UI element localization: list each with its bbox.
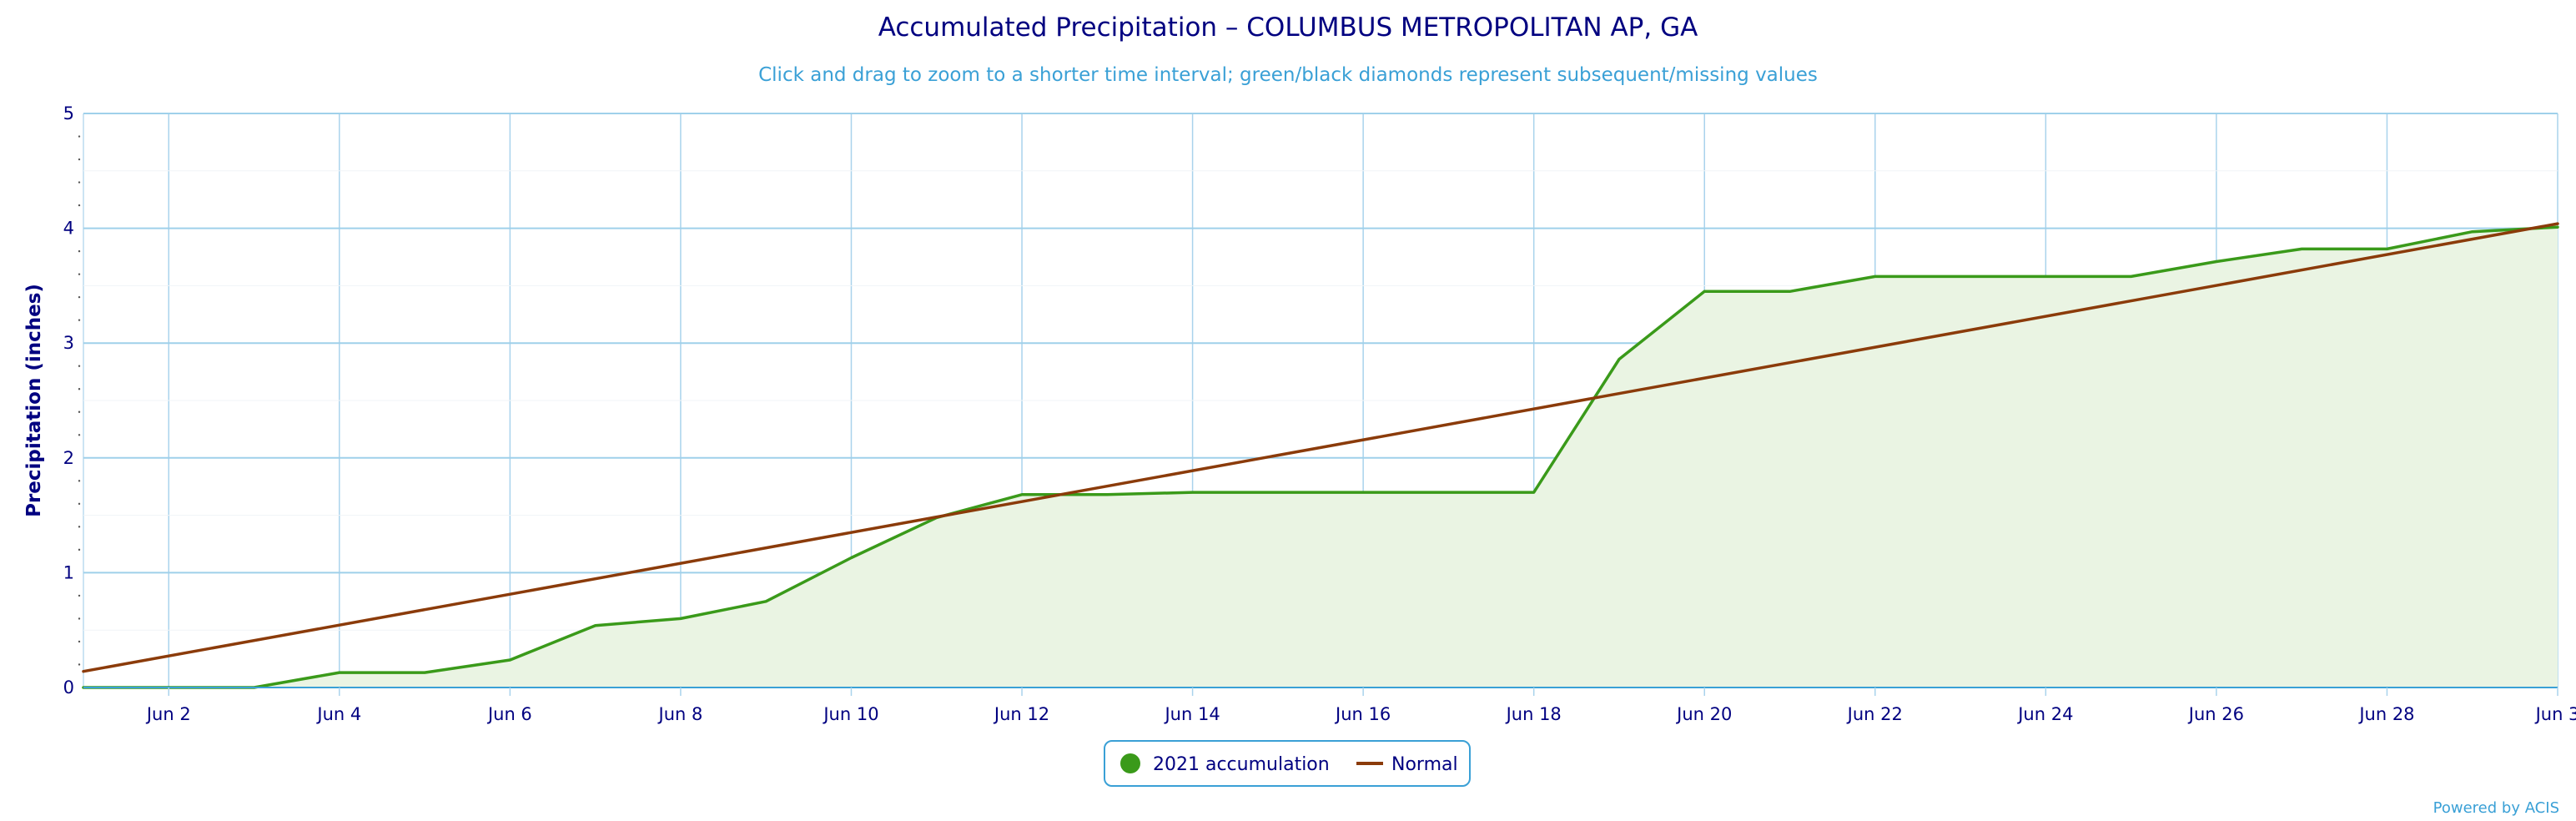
data-point-2021-accumulation[interactable] bbox=[761, 597, 771, 607]
data-point-normal[interactable] bbox=[2553, 219, 2563, 229]
x-tick-label: Jun 18 bbox=[1505, 704, 1562, 724]
y-minor-tick bbox=[78, 181, 81, 184]
x-tick-label: Jun 14 bbox=[1163, 704, 1220, 724]
data-point-2021-accumulation[interactable] bbox=[1699, 286, 1709, 296]
data-point-2021-accumulation[interactable] bbox=[2297, 244, 2307, 254]
y-minor-tick bbox=[78, 388, 81, 390]
x-tick-label: Jun 26 bbox=[2187, 704, 2244, 724]
data-point-2021-accumulation[interactable] bbox=[1358, 487, 1368, 497]
x-tick-label: Jun 22 bbox=[1846, 704, 1903, 724]
x-tick-label: Jun 3 bbox=[2534, 704, 2576, 724]
y-minor-tick bbox=[78, 135, 81, 138]
y-minor-tick bbox=[78, 594, 81, 597]
x-tick-label: Jun 24 bbox=[2016, 704, 2073, 724]
data-point-2021-accumulation[interactable] bbox=[2468, 227, 2478, 237]
data-point-2021-accumulation[interactable] bbox=[335, 667, 345, 677]
y-minor-tick bbox=[78, 319, 81, 321]
data-point-2021-accumulation[interactable] bbox=[676, 613, 686, 623]
y-tick-label: 5 bbox=[63, 103, 74, 123]
data-point-2021-accumulation[interactable] bbox=[1188, 487, 1198, 497]
chart-subtitle: Click and drag to zoom to a shorter time… bbox=[758, 64, 1818, 86]
y-axis-ticks: 0 1 2 3 4 5 bbox=[63, 103, 74, 698]
series-line-normal[interactable] bbox=[82, 222, 2559, 673]
data-point-normal[interactable] bbox=[78, 667, 88, 677]
data-point-2021-accumulation[interactable] bbox=[1785, 286, 1795, 296]
x-tick-label: Jun 28 bbox=[2357, 704, 2414, 724]
area-fill-2021-accumulation bbox=[83, 227, 2558, 688]
y-minor-tick bbox=[78, 480, 81, 482]
minor-ticks bbox=[78, 135, 81, 666]
data-point-2021-accumulation[interactable] bbox=[1955, 271, 1965, 281]
data-point-2021-accumulation[interactable] bbox=[846, 553, 856, 563]
series-line-2021-accumulation[interactable] bbox=[82, 225, 2559, 689]
x-tick-label: Jun 4 bbox=[315, 704, 361, 724]
data-point-2021-accumulation[interactable] bbox=[505, 655, 515, 665]
data-point-2021-accumulation[interactable] bbox=[1614, 354, 1624, 364]
chart-title: Accumulated Precipitation – COLUMBUS MET… bbox=[878, 13, 1698, 43]
data-point-2021-accumulation[interactable] bbox=[1870, 271, 1880, 281]
y-tick-label: 4 bbox=[63, 219, 74, 239]
y-minor-tick bbox=[78, 434, 81, 436]
y-minor-tick bbox=[78, 204, 81, 207]
data-point-2021-accumulation[interactable] bbox=[591, 621, 601, 631]
legend-label-normal[interactable]: Normal bbox=[1391, 754, 1458, 775]
y-minor-tick bbox=[78, 617, 81, 620]
y-tick-label: 2 bbox=[63, 448, 74, 468]
x-tick-label: Jun 8 bbox=[657, 704, 703, 724]
x-axis-ticks: Jun 2 Jun 4 Jun 6 Jun 8 Jun 10 Jun 12 Jun 14 Ju… bbox=[145, 688, 2576, 724]
legend[interactable]: 2021 accumulation Normal bbox=[1104, 740, 1471, 787]
x-tick-label: Jun 16 bbox=[1334, 704, 1391, 724]
data-point-2021-accumulation[interactable] bbox=[1443, 487, 1453, 497]
data-point-2021-accumulation[interactable] bbox=[2126, 271, 2136, 281]
y-minor-tick bbox=[78, 663, 81, 666]
data-point-2021-accumulation[interactable] bbox=[1273, 487, 1283, 497]
y-tick-label: 3 bbox=[63, 333, 74, 353]
y-tick-label: 1 bbox=[63, 562, 74, 582]
y-axis-label: Precipitation (inches) bbox=[23, 284, 45, 517]
y-minor-tick bbox=[78, 502, 81, 506]
legend-label-2021-accumulation[interactable]: 2021 accumulation bbox=[1153, 754, 1330, 775]
y-minor-tick bbox=[78, 158, 81, 161]
x-tick-label: Jun 2 bbox=[145, 704, 191, 724]
data-point-2021-accumulation[interactable] bbox=[2211, 257, 2221, 267]
plot-area[interactable] bbox=[78, 219, 2563, 693]
y-minor-tick bbox=[78, 410, 81, 413]
y-minor-tick bbox=[78, 548, 81, 552]
x-tick-label: Jun 10 bbox=[822, 704, 878, 724]
credits-link[interactable]: Powered by ACIS bbox=[2433, 799, 2559, 817]
y-minor-tick bbox=[78, 273, 81, 275]
x-tick-label: Jun 12 bbox=[993, 704, 1049, 724]
data-point-2021-accumulation[interactable] bbox=[1017, 490, 1027, 500]
y-minor-tick bbox=[78, 249, 81, 253]
y-minor-tick bbox=[78, 640, 81, 643]
legend-marker-2021-accumulation bbox=[1120, 753, 1140, 773]
data-point-2021-accumulation[interactable] bbox=[2040, 271, 2050, 281]
data-point-2021-accumulation[interactable] bbox=[1529, 487, 1539, 497]
x-tick-label: Jun 20 bbox=[1675, 704, 1732, 724]
y-minor-tick bbox=[78, 295, 81, 299]
data-point-2021-accumulation[interactable] bbox=[420, 667, 430, 677]
y-minor-tick bbox=[78, 526, 81, 528]
legend-box bbox=[1104, 740, 1471, 787]
x-tick-label: Jun 6 bbox=[486, 704, 532, 724]
y-minor-tick bbox=[78, 365, 81, 367]
data-point-2021-accumulation[interactable] bbox=[2382, 244, 2392, 254]
y-tick-label: 0 bbox=[63, 677, 74, 698]
data-point-2021-accumulation[interactable] bbox=[1102, 490, 1112, 500]
